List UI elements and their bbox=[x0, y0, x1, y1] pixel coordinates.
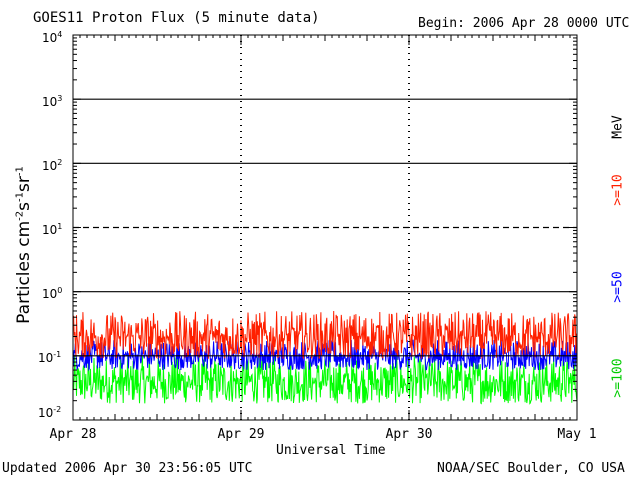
y-tick-label: 101 bbox=[42, 222, 63, 237]
credit-text: NOAA/SEC Boulder, CO USA bbox=[437, 461, 625, 476]
x-tick-label: May 1 bbox=[557, 427, 597, 442]
y-tick-label: 103 bbox=[42, 94, 63, 109]
begin-time: Begin: 2006 Apr 28 0000 UTC bbox=[418, 16, 630, 31]
y-tick-label: 10-1 bbox=[38, 350, 62, 365]
x-tick-label: Apr 29 bbox=[217, 427, 265, 442]
legend-ge10: >=10 bbox=[610, 174, 626, 206]
y-axis-label: Particles cm-2s-1sr-1 bbox=[14, 166, 34, 324]
x-tick-label: Apr 28 bbox=[49, 427, 97, 442]
y-tick-label: 100 bbox=[42, 286, 63, 301]
y-tick-label: 104 bbox=[42, 30, 63, 45]
y-tick-label: 10-2 bbox=[38, 405, 62, 420]
legend-ge50: >=50 bbox=[610, 271, 626, 303]
series-line bbox=[72, 310, 578, 360]
updated-timestamp: Updated 2006 Apr 30 23:56:05 UTC bbox=[2, 461, 253, 476]
unit-label: MeV bbox=[610, 115, 626, 139]
y-tick-label: 102 bbox=[42, 158, 63, 173]
x-tick-label: Apr 30 bbox=[385, 427, 433, 442]
legend-ge100: >=100 bbox=[610, 358, 626, 398]
x-axis-label: Universal Time bbox=[276, 443, 386, 458]
chart-title: GOES11 Proton Flux (5 minute data) bbox=[33, 10, 320, 26]
